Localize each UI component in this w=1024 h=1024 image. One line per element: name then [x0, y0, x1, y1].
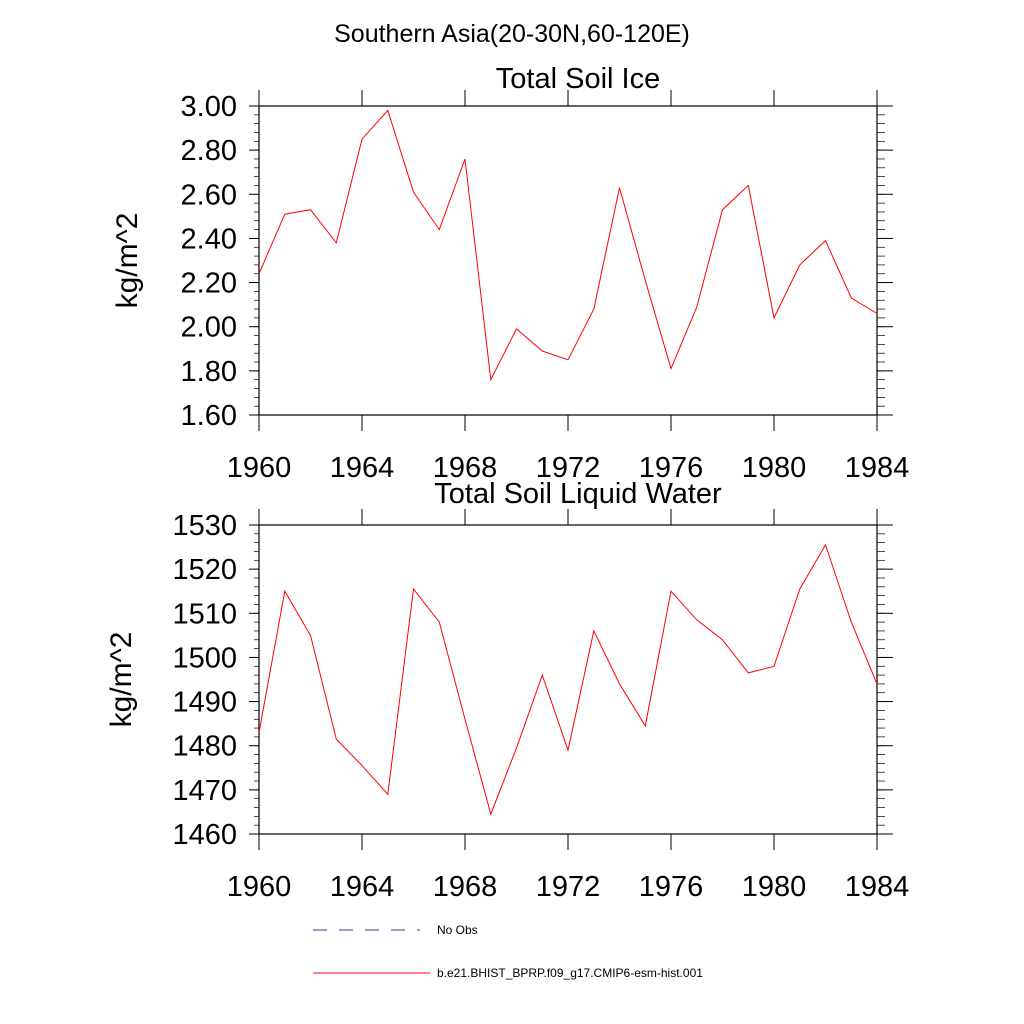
y-tick-label: 1460 — [172, 819, 237, 851]
panel-title: Total Soil Liquid Water — [434, 478, 722, 510]
x-tick-label: 1976 — [639, 452, 704, 484]
legend: No Obs b.e21.BHIST_BPRP.f09_g17.CMIP6-esm… — [313, 923, 703, 980]
y-axis-label: kg/m^2 — [111, 213, 144, 309]
x-tick-label: 1976 — [639, 871, 704, 903]
panels: Total Soil Ice kg/m^2 1.60 1.80 2.00 2.20 2.40… — [105, 63, 909, 903]
y-axis: 1.60 1.80 2.00 2.20 2.40 2.60 2.80 3.00 — [181, 91, 893, 432]
y-tick-label: 2.00 — [181, 312, 237, 344]
y-tick-label: 1510 — [172, 598, 237, 630]
y-tick-label: 1480 — [172, 731, 237, 763]
x-tick-label: 1960 — [227, 871, 292, 903]
legend-label: No Obs — [437, 923, 478, 937]
y-tick-label: 1.60 — [181, 400, 237, 432]
y-tick-label: 2.20 — [181, 268, 237, 300]
series-line-1 — [258, 109, 878, 382]
x-tick-label: 1984 — [845, 871, 910, 903]
y-axis-label: kg/m^2 — [105, 632, 138, 728]
panel-title: Total Soil Ice — [496, 63, 660, 95]
y-tick-label: 1530 — [172, 510, 237, 542]
y-tick-label: 2.60 — [181, 179, 237, 211]
x-tick-label: 1960 — [227, 452, 292, 484]
chart-panel-1: Total Soil Ice kg/m^2 1.60 1.80 2.00 2.20 2.40… — [111, 63, 909, 484]
y-tick-label: 1.80 — [181, 356, 237, 388]
legend-item: b.e21.BHIST_BPRP.f09_g17.CMIP6-esm-hist.… — [313, 966, 703, 980]
y-tick-label: 1500 — [172, 642, 237, 674]
x-axis: 1960 1964 1968 1972 1976 1980 1984 — [227, 509, 910, 903]
y-tick-label: 1490 — [172, 687, 237, 719]
y-tick-label: 2.80 — [181, 135, 237, 167]
figure-title: Southern Asia(20-30N,60-120E) — [334, 20, 690, 48]
y-tick-label: 2.40 — [181, 223, 237, 255]
y-tick-label: 3.00 — [181, 91, 237, 123]
x-tick-label: 1964 — [330, 871, 395, 903]
x-tick-label: 1972 — [536, 871, 601, 903]
x-tick-label: 1972 — [536, 452, 601, 484]
y-tick-label: 1520 — [172, 554, 237, 586]
y-axis: 1460 1470 1480 1490 1500 1510 1520 1530 — [172, 510, 893, 851]
legend-item: No Obs — [313, 923, 478, 937]
x-tick-label: 1968 — [433, 871, 498, 903]
chart-panel-2: Total Soil Liquid Water kg/m^2 1460 1470 148… — [105, 478, 909, 903]
y-tick-label: 1470 — [172, 775, 237, 807]
x-axis: 1960 1964 1968 1972 1976 1980 1984 — [227, 90, 910, 484]
series-line-1 — [258, 543, 878, 816]
x-tick-label: 1980 — [742, 871, 807, 903]
x-tick-label: 1968 — [433, 452, 498, 484]
x-tick-label: 1964 — [330, 452, 395, 484]
x-tick-label: 1980 — [742, 452, 807, 484]
x-tick-label: 1984 — [845, 452, 910, 484]
legend-label: b.e21.BHIST_BPRP.f09_g17.CMIP6-esm-hist.… — [437, 966, 703, 980]
